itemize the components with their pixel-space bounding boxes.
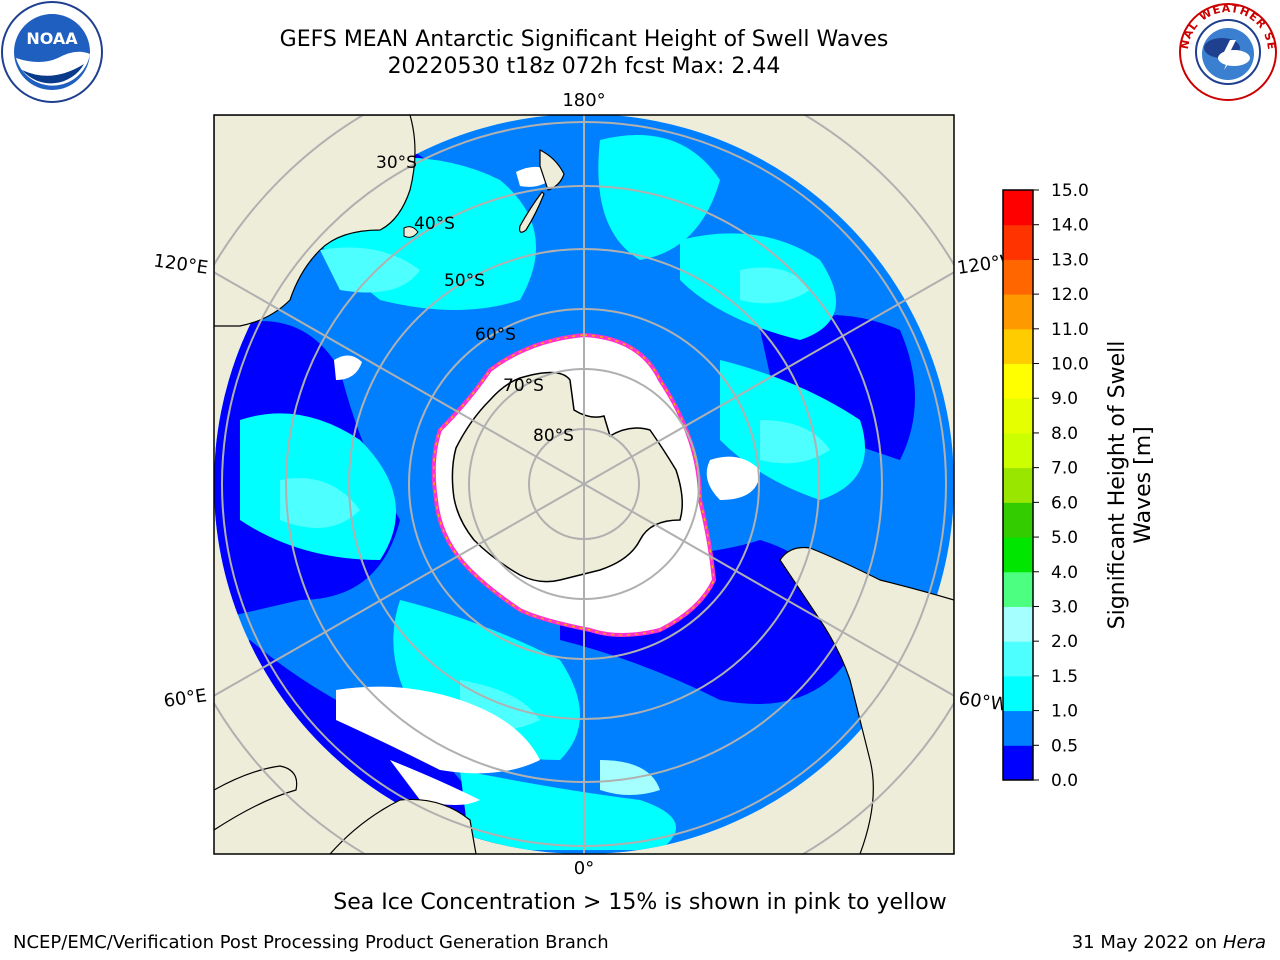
colorbar-frame bbox=[1002, 189, 1034, 781]
lon-label-60e: 60°E bbox=[162, 685, 208, 712]
antarctica-land bbox=[451, 371, 683, 583]
noaa-logo-icon: NOAA bbox=[1, 1, 103, 103]
footer-branch: NCEP/EMC/Verification Post Processing Pr… bbox=[13, 932, 609, 953]
colorbar-segment bbox=[1003, 294, 1033, 330]
colorbar-segment bbox=[1003, 259, 1033, 295]
colorbar-segment bbox=[1003, 571, 1033, 607]
madagascar-land bbox=[214, 765, 298, 831]
colorbar-segment bbox=[1003, 641, 1033, 677]
colorbar-segment bbox=[1003, 190, 1033, 226]
map-area: 30°S 40°S 50°S 60°S 70°S 80°S bbox=[214, 115, 954, 854]
colorbar-tick-label: 8.0 bbox=[1051, 424, 1078, 444]
chart-title: GEFS MEAN Antarctic Significant Height o… bbox=[279, 27, 889, 52]
lon-label-60w: 60°W bbox=[957, 688, 1009, 716]
africa-land bbox=[329, 798, 477, 854]
colorbar-segment bbox=[1003, 537, 1033, 573]
colorbar-segment bbox=[1003, 710, 1033, 746]
lat-label-60s: 60°S bbox=[475, 325, 516, 345]
footer-system: Hera bbox=[1222, 932, 1266, 953]
colorbar-segment bbox=[1003, 363, 1033, 399]
colorbar-tick-label: 0.5 bbox=[1051, 736, 1078, 756]
colorbar-tick-label: 11.0 bbox=[1051, 320, 1089, 340]
colorbar-tick-label: 7.0 bbox=[1051, 459, 1078, 479]
colorbar-tick-label: 1.5 bbox=[1051, 667, 1078, 687]
colorbar-segment bbox=[1003, 675, 1033, 712]
footer-date: 31 May 2022 on Hera bbox=[1072, 932, 1266, 953]
colorbar-segment bbox=[1003, 224, 1033, 260]
lat-label-30s: 30°S bbox=[376, 153, 417, 173]
colorbar-segment bbox=[1003, 745, 1033, 781]
colorbar-segment bbox=[1003, 467, 1033, 503]
colorbar-tick-label: 12.0 bbox=[1051, 285, 1089, 305]
chart-subtitle: 20220530 t18z 072h fcst Max: 2.44 bbox=[387, 54, 781, 79]
longitude-grid bbox=[214, 115, 954, 854]
colorbar-segment bbox=[1003, 432, 1033, 469]
lat-label-70s: 70°S bbox=[503, 376, 544, 396]
colorbar-segment bbox=[1003, 502, 1033, 538]
colorbar-tick-label: 2.0 bbox=[1051, 632, 1078, 652]
colorbar-tick-label: 15.0 bbox=[1051, 181, 1089, 201]
colorbar-segment bbox=[1003, 398, 1033, 434]
footer-date-text: 31 May 2022 on bbox=[1071, 932, 1218, 953]
colorbar-label-line1: Significant Height of Swell bbox=[1105, 341, 1130, 630]
map-frame bbox=[213, 114, 955, 855]
colorbar-label-line2: Waves [m] bbox=[1131, 426, 1156, 543]
colorbar-tick-label: 1.0 bbox=[1051, 702, 1078, 722]
nws-logo-icon: NATIONAL WEATHER SERVICE bbox=[1176, 0, 1277, 101]
lon-label-180: 180° bbox=[562, 90, 605, 111]
lon-label-120e: 120°E bbox=[152, 250, 209, 278]
colorbar-tick-label: 14.0 bbox=[1051, 216, 1089, 236]
colorbar-tick-label: 3.0 bbox=[1051, 597, 1078, 617]
colorbar-tick-label: 10.0 bbox=[1051, 355, 1089, 375]
colorbar-tick-label: 0.0 bbox=[1051, 771, 1078, 791]
tasmania-land bbox=[403, 226, 419, 238]
lon-label-0: 0° bbox=[574, 858, 594, 879]
sea-ice-caption: Sea Ice Concentration > 15% is shown in … bbox=[333, 890, 947, 915]
colorbar-segment bbox=[1003, 606, 1033, 642]
lat-label-80s: 80°S bbox=[533, 426, 574, 446]
colorbar-tick-label: 4.0 bbox=[1051, 563, 1078, 583]
noaa-logo-text: NOAA bbox=[26, 29, 78, 48]
new-zealand-north bbox=[539, 149, 565, 191]
colorbar-tick-label: 9.0 bbox=[1051, 389, 1078, 409]
colorbar-tick-label: 6.0 bbox=[1051, 493, 1078, 513]
australia-land bbox=[214, 115, 416, 327]
new-zealand-south bbox=[519, 191, 545, 233]
colorbar: 0.0 0.5 1.0 1.5 2.0 3.0 4.0 5.0 6.0 7.0 8.0 9.0 10.0… bbox=[1002, 181, 1089, 791]
colorbar-segment bbox=[1003, 328, 1033, 365]
lat-label-50s: 50°S bbox=[444, 271, 485, 291]
lat-label-40s: 40°S bbox=[414, 214, 455, 234]
colorbar-tick-label: 5.0 bbox=[1051, 528, 1078, 548]
colorbar-tick-label: 13.0 bbox=[1051, 250, 1089, 270]
